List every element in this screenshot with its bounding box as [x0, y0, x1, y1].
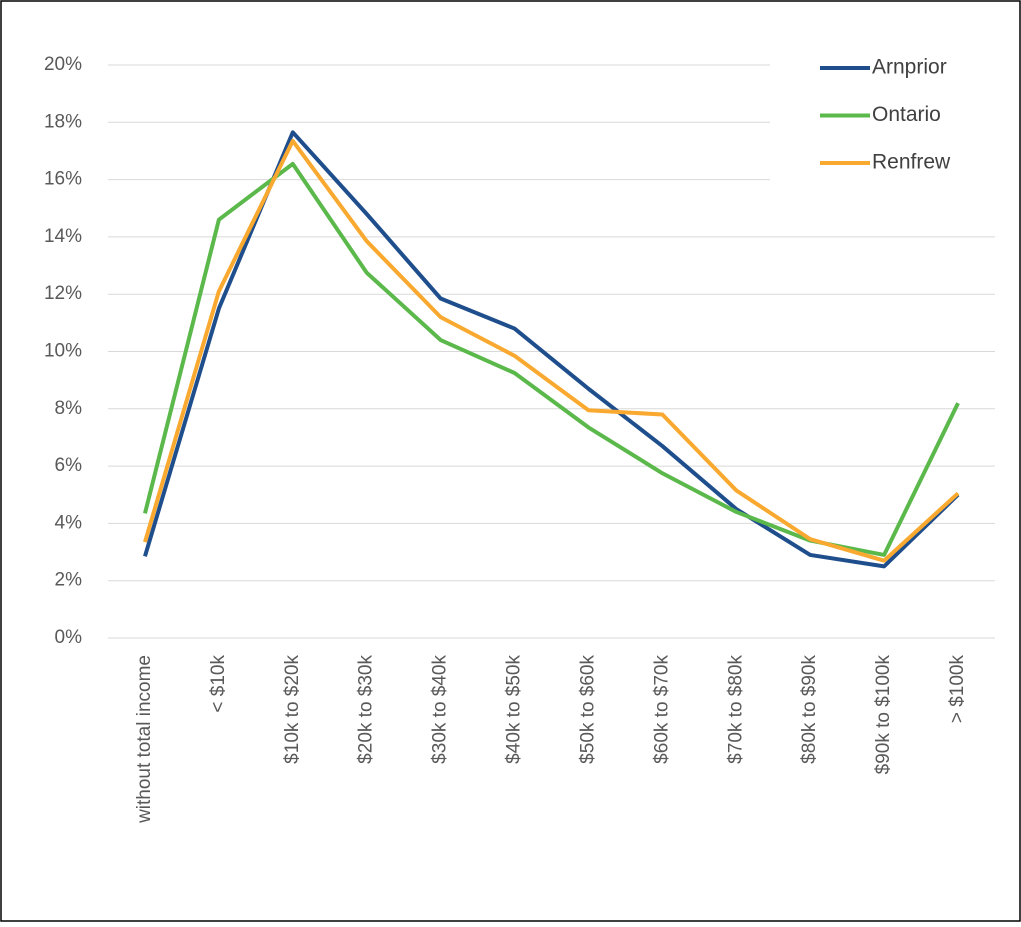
y-tick-label: 2%: [55, 570, 83, 591]
x-tick-label: > $100k: [947, 655, 968, 724]
y-tick-label: 16%: [44, 169, 82, 190]
x-tick-label: $90k to $100k: [873, 655, 894, 775]
y-tick-label: 12%: [44, 283, 82, 304]
legend-label: Arnprior: [872, 56, 947, 79]
x-tick-label: $50k to $60k: [577, 655, 598, 764]
y-tick-label: 4%: [55, 512, 83, 533]
y-tick-label: 14%: [44, 226, 82, 247]
x-tick-label: $40k to $50k: [504, 655, 525, 764]
x-tick-label: $70k to $80k: [725, 655, 746, 764]
y-tick-label: 0%: [55, 627, 83, 648]
x-tick-label: $30k to $40k: [430, 655, 451, 764]
x-tick-label: $10k to $20k: [282, 655, 303, 764]
y-tick-label: 18%: [44, 111, 82, 132]
x-tick-label: without total income: [134, 655, 155, 824]
legend-box: [770, 45, 995, 190]
y-tick-label: 8%: [55, 398, 83, 419]
x-tick-label: < $10k: [208, 655, 229, 713]
y-tick-label: 20%: [44, 54, 82, 75]
legend-label: Renfrew: [872, 151, 951, 174]
series-line: [143, 138, 960, 563]
y-tick-label: 6%: [55, 455, 83, 476]
x-tick-label: $60k to $70k: [651, 655, 672, 764]
x-tick-label: $20k to $30k: [356, 655, 377, 764]
x-tick-label: $80k to $90k: [799, 655, 820, 764]
y-tick-label: 10%: [44, 341, 82, 362]
legend-label: Ontario: [872, 103, 941, 126]
